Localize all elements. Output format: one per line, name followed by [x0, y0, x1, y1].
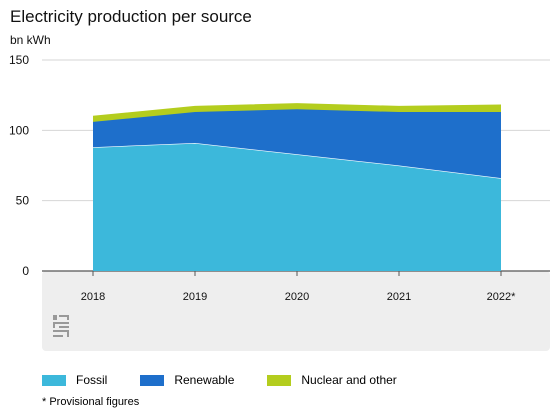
x-tick-label-2: 2020 [285, 291, 309, 303]
x-tick-label-4: 2022* [487, 291, 516, 303]
x-tick-label-0: 2018 [81, 291, 105, 303]
legend: Fossil Renewable Nuclear and other [42, 373, 430, 387]
x-tick-label-3: 2021 [387, 291, 411, 303]
legend-label-renewable: Renewable [174, 373, 235, 387]
y-tick-label-0: 0 [22, 264, 29, 278]
area-edge-nuclear-and-other [92, 103, 502, 117]
area-nuclear-and-other[interactable] [93, 103, 501, 122]
legend-swatch-nuclear-and-other [267, 374, 292, 386]
y-tick-label-150: 150 [9, 53, 29, 67]
legend-item-nuclear-and-other[interactable]: Nuclear and other [267, 373, 397, 387]
legend-swatch-renewable [140, 374, 165, 386]
y-tick-label-100: 100 [9, 123, 29, 137]
x-tick-label-1: 2019 [183, 291, 207, 303]
x-axis-panel [42, 271, 550, 351]
area-renewable[interactable] [93, 109, 501, 179]
legend-item-fossil[interactable]: Fossil [42, 373, 107, 387]
x-tick-labels: 2018 2019 2020 2021 2022* [81, 271, 516, 303]
legend-swatch-fossil [42, 374, 66, 386]
y-tick-label-50: 50 [16, 194, 30, 208]
y-tick-labels: 0 50 100 150 [9, 53, 29, 278]
cbs-logo [53, 315, 69, 337]
footnote: * Provisional figures [42, 396, 140, 408]
chart-title: Electricity production per source [10, 7, 252, 26]
legend-label-nuclear-and-other: Nuclear and other [301, 373, 397, 387]
chart-svg: 0 50 100 150 2018 2019 2020 2021 2022* [9, 53, 550, 351]
y-axis-unit-label: bn kWh [10, 33, 51, 47]
area-fossil[interactable] [93, 142, 501, 271]
area-series [92, 103, 502, 271]
legend-label-fossil: Fossil [76, 373, 108, 387]
legend-item-renewable[interactable]: Renewable [140, 373, 234, 387]
